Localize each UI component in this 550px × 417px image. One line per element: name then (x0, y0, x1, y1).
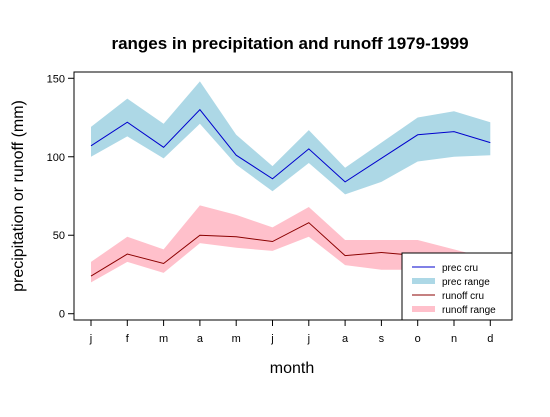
x-tick-label: d (487, 333, 493, 345)
bands-layer (91, 81, 491, 283)
x-tick-label: f (126, 333, 130, 345)
legend-label: runoff cru (442, 291, 484, 302)
range-band-runoff-range (91, 205, 491, 283)
legend-label: prec cru (442, 263, 478, 274)
x-axis-label: month (270, 360, 314, 377)
x-tick-label: s (379, 333, 385, 345)
legend: prec cru prec range runoff cru runoff range (401, 252, 513, 321)
y-axis-label: precipitation or runoff (mm) (10, 100, 27, 292)
x-tick-label: j (307, 333, 310, 345)
series-line-prec-cru (90, 108, 491, 183)
legend-label: runoff range (442, 305, 496, 316)
x-tick-label: j (89, 333, 92, 345)
y-tick-label: 0 (59, 309, 65, 321)
y-tick-label: 100 (47, 152, 65, 164)
axes-layer: 0 50 100 150 j f m a m j j a s o n d (47, 71, 513, 345)
x-tick-label: m (232, 333, 241, 345)
chart-title: ranges in precipitation and runoff 1979-… (111, 34, 468, 53)
x-tick-label: a (197, 333, 204, 345)
x-tick-label: j (270, 333, 273, 345)
x-tick-label: m (159, 333, 168, 345)
legend-label: prec range (442, 277, 490, 288)
x-tick-label: o (415, 333, 421, 345)
y-tick-label: 150 (47, 73, 65, 85)
y-tick-label: 50 (53, 230, 65, 242)
x-tick-label: a (342, 333, 349, 345)
range-band-prec-range (91, 81, 491, 195)
x-tick-label: n (451, 333, 457, 345)
